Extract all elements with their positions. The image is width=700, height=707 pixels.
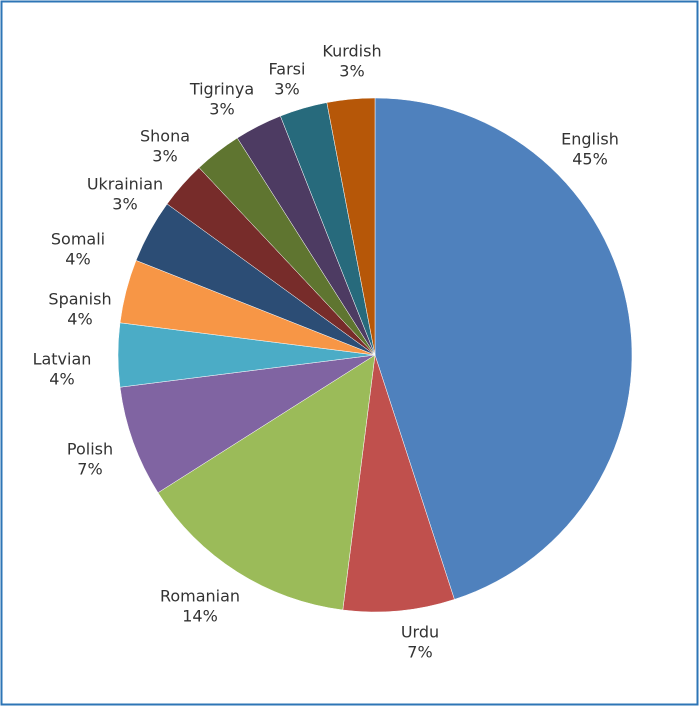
pie-slice [119,354,376,494]
value-label: 45% [572,150,608,169]
pie-slice [326,97,376,356]
value-label: 3% [152,147,177,166]
slice-label: Urdu [401,623,439,642]
slice-label: Spanish [48,290,111,309]
slice-label: Romanian [160,587,240,606]
slice-label: Somali [51,230,105,249]
pie-slice [157,354,376,611]
slice-label: English [561,130,619,149]
slice-label: Polish [67,440,113,459]
slice-label: Shona [140,127,190,146]
slice-label: Tigrinya [189,80,254,99]
value-label: 3% [339,62,364,81]
value-label: 3% [112,195,137,214]
value-label: 4% [65,250,90,269]
value-label: 7% [77,460,102,479]
labels: English45%Urdu7%Romanian14%Polish7%Latvi… [33,42,619,662]
slice-label: Ukrainian [87,175,163,194]
pie-slice [342,354,455,613]
value-label: 14% [182,607,218,626]
slice-label: Farsi [269,60,306,79]
value-label: 4% [49,370,74,389]
slice-label: Kurdish [322,42,381,61]
value-label: 3% [274,80,299,99]
value-label: 7% [407,643,432,662]
pie [117,97,633,613]
slice-label: Latvian [33,350,92,369]
value-label: 3% [209,100,234,119]
value-label: 4% [67,310,92,329]
pie-slice [374,97,633,600]
